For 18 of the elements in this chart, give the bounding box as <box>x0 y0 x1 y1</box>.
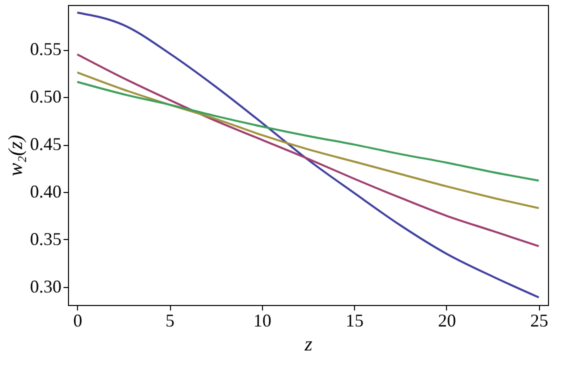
y-tick-label: 0.40 <box>30 182 62 202</box>
y-axis-title: w₂(z) <box>5 134 27 176</box>
x-tick-label: 5 <box>166 310 175 330</box>
x-axis-title: z <box>304 334 313 356</box>
line-series <box>76 71 540 210</box>
x-tick-label: 10 <box>253 310 272 330</box>
x-tick-label: 25 <box>530 310 548 330</box>
x-tick-label: 0 <box>73 310 82 330</box>
y-tick-label: 0.45 <box>30 134 62 154</box>
y-tick-label: 0.35 <box>30 228 62 249</box>
y-tick-label: 0.55 <box>30 39 62 60</box>
x-tick-label: 20 <box>438 310 456 330</box>
y-tick-label: 0.50 <box>30 86 62 107</box>
line-series <box>76 53 540 248</box>
line-series <box>76 80 540 182</box>
y-tick-label: 0.30 <box>30 276 62 296</box>
x-tick-label: 15 <box>346 310 364 330</box>
line-series <box>76 12 540 298</box>
